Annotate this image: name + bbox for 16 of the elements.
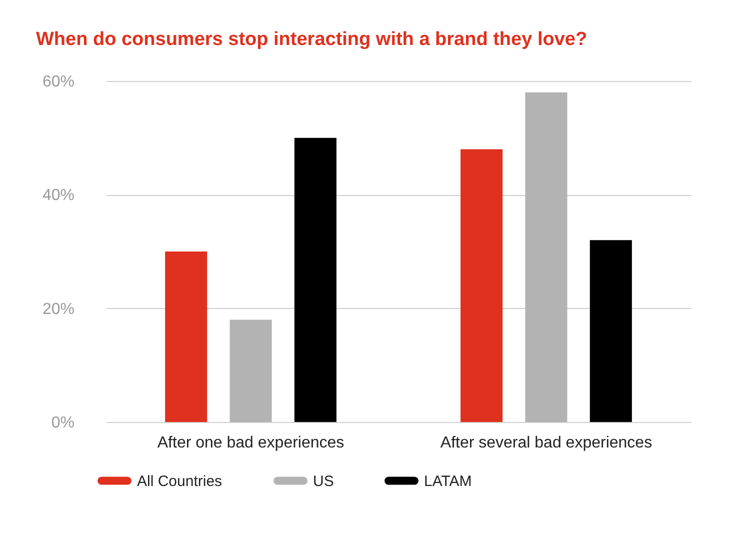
y-tick-label: 60% bbox=[42, 74, 74, 90]
bar bbox=[165, 252, 208, 422]
bar bbox=[525, 92, 568, 422]
chart-title: When do consumers stop interacting with a brand they love? bbox=[36, 29, 588, 50]
x-tick-label: After several bad experiences bbox=[440, 434, 652, 452]
bar bbox=[294, 138, 336, 422]
legend-label: All Countries bbox=[137, 472, 222, 490]
legend-label: LATAM bbox=[424, 472, 472, 490]
y-tick-label: 20% bbox=[42, 300, 74, 318]
y-tick-label: 0% bbox=[51, 414, 74, 432]
x-tick-label: After one bad experiences bbox=[157, 434, 344, 452]
legend-label: US bbox=[313, 472, 334, 490]
y-tick-label: 40% bbox=[42, 187, 74, 204]
bar bbox=[230, 320, 272, 422]
bar bbox=[460, 149, 503, 422]
bar bbox=[590, 240, 632, 422]
